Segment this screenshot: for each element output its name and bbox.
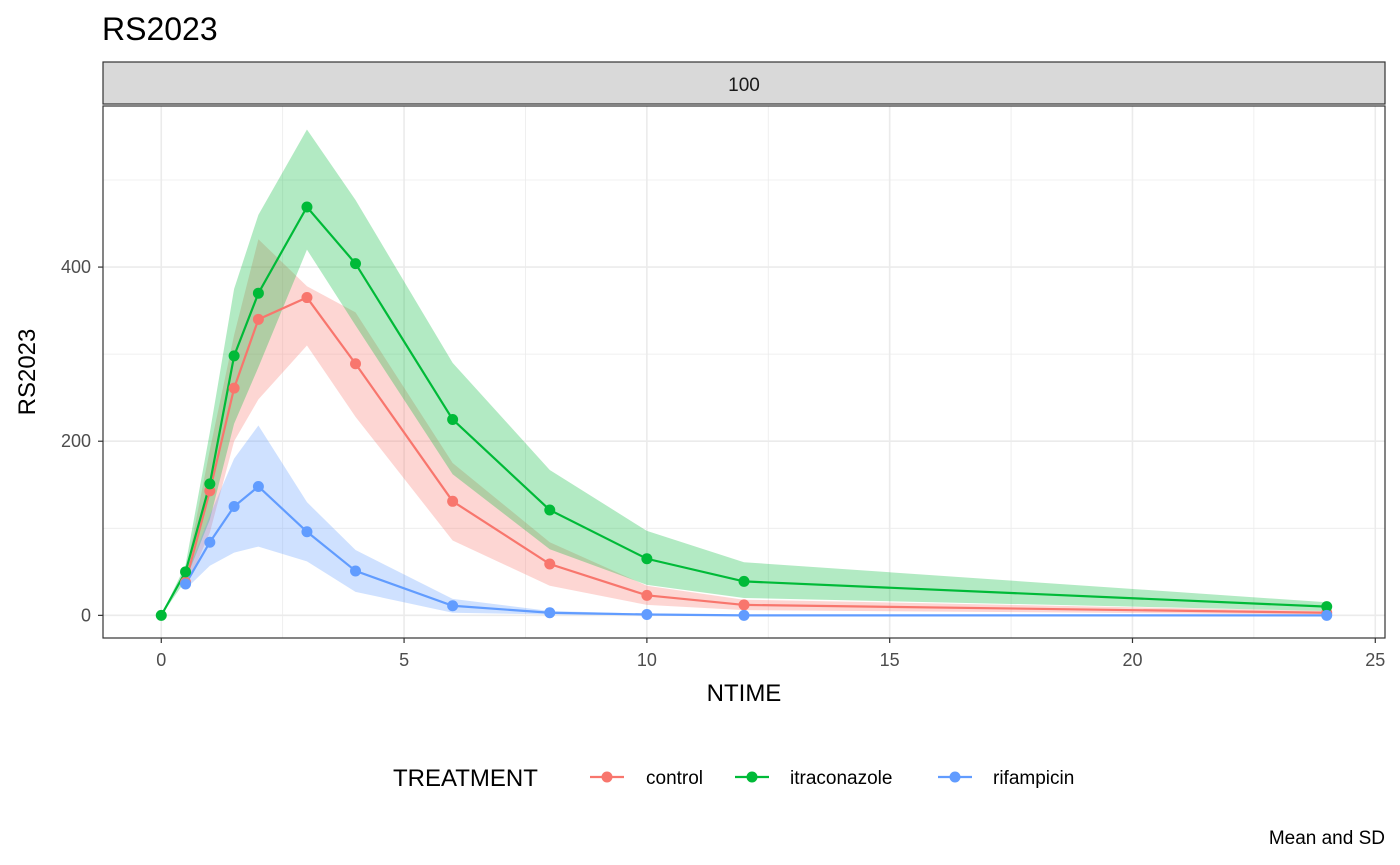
facet-strip-label: 100 <box>728 75 760 96</box>
point-rifampicin <box>204 536 216 548</box>
point-control <box>641 589 653 601</box>
y-tick-label: 0 <box>81 605 91 625</box>
grid-minor <box>103 106 1385 638</box>
line-itraconazole <box>160 205 1327 616</box>
series-points <box>155 201 1333 621</box>
point-itraconazole <box>204 478 216 490</box>
plot-panel <box>103 106 1385 638</box>
point-itraconazole <box>155 609 167 621</box>
point-control <box>350 358 362 370</box>
point-control <box>738 599 750 611</box>
point-control <box>301 292 313 304</box>
legend-label-rifampicin: rifampicin <box>993 768 1074 789</box>
plot-border <box>102 105 1386 639</box>
y-axis: 0 200 400 <box>61 257 103 625</box>
legend-key-point-control <box>601 771 613 783</box>
y-axis-title: RS2023 <box>14 329 41 416</box>
point-itraconazole <box>252 287 264 299</box>
point-rifampicin <box>180 578 192 590</box>
x-axis: 0 5 10 15 20 25 <box>156 638 1385 670</box>
point-itraconazole <box>228 350 240 362</box>
sd-ribbons <box>161 129 1327 616</box>
point-itraconazole <box>1321 601 1333 613</box>
x-tick-label: 5 <box>399 650 409 670</box>
caption: Mean and SD <box>1269 828 1385 849</box>
point-control <box>544 558 556 570</box>
point-itraconazole <box>301 201 313 213</box>
x-tick-label: 0 <box>156 650 166 670</box>
legend-label-itraconazole: itraconazole <box>790 768 892 789</box>
point-rifampicin <box>641 608 653 620</box>
point-rifampicin <box>544 607 556 619</box>
point-itraconazole <box>447 413 459 425</box>
ribbon-itraconazole <box>161 129 1327 616</box>
point-control <box>447 495 459 507</box>
chart-title: RS2023 <box>102 11 218 47</box>
legend: TREATMENT control itraconazole rifampicin <box>393 765 1074 792</box>
point-rifampicin <box>1321 609 1333 621</box>
ribbon-control <box>185 239 1327 615</box>
facet-strip <box>102 61 1386 105</box>
point-rifampicin <box>738 609 750 621</box>
x-tick-label: 20 <box>1122 650 1142 670</box>
point-itraconazole <box>180 566 192 578</box>
point-rifampicin <box>228 501 240 513</box>
legend-title: TREATMENT <box>393 765 538 792</box>
legend-label-control: control <box>646 768 703 789</box>
point-itraconazole <box>544 504 556 516</box>
point-itraconazole <box>738 575 750 587</box>
point-itraconazole <box>641 553 653 565</box>
point-rifampicin <box>447 600 459 612</box>
y-tick-label: 200 <box>61 431 91 451</box>
point-control <box>252 313 264 325</box>
x-tick-label: 10 <box>637 650 657 670</box>
point-rifampicin <box>301 526 313 538</box>
plot-background <box>103 106 1385 638</box>
legend-key-point-itraconazole <box>746 771 758 783</box>
point-control <box>228 382 240 394</box>
panel-border <box>102 105 1386 639</box>
point-rifampicin <box>252 480 264 492</box>
x-axis-title: NTIME <box>707 680 782 707</box>
point-itraconazole <box>350 258 362 270</box>
x-tick-label: 15 <box>880 650 900 670</box>
y-tick-label: 400 <box>61 257 91 277</box>
point-rifampicin <box>350 565 362 577</box>
x-tick-label: 25 <box>1365 650 1385 670</box>
legend-key-point-rifampicin <box>949 771 961 783</box>
